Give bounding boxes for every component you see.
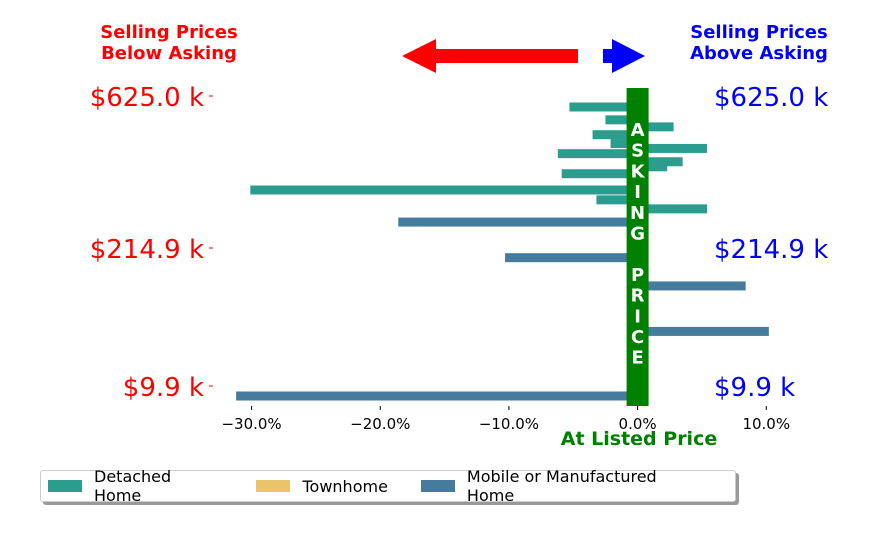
bar-mobile-or-manufactured-home [236, 391, 638, 401]
y-label-right: $214.9 k [714, 235, 828, 265]
asking-price-letter: P [631, 265, 644, 286]
x-tick-label: −20.0% [350, 415, 410, 433]
legend-item: Mobile or Manufactured Home [420, 467, 709, 505]
bar-detached-home [610, 139, 638, 149]
left-arrow-icon [402, 39, 578, 73]
asking-price-letter: A [631, 120, 645, 141]
bars-layer [236, 102, 769, 401]
asking-price-letter: N [630, 203, 645, 224]
legend-label: Mobile or Manufactured Home [466, 467, 657, 505]
x-tick-label: 10.0% [742, 415, 790, 433]
legend-label: Townhome [302, 476, 388, 496]
legend-swatch [48, 480, 82, 492]
bar-detached-home [250, 185, 638, 195]
legend-item: Townhome [256, 476, 388, 496]
x-tick-label: −30.0% [221, 415, 281, 433]
x-tick-label: 0.0% [619, 415, 657, 433]
y-label-right: $625.0 k [714, 83, 828, 113]
bar-detached-home [637, 143, 708, 153]
x-axis: −30.0% −20.0% −10.0% 0.0% 10.0% At Listed Pri… [221, 406, 790, 450]
y-label-left: $9.9 k [123, 373, 204, 403]
asking-price-letter: E [631, 348, 643, 369]
bar-mobile-or-manufactured-home [637, 281, 746, 291]
legend-item: Detached Home [48, 467, 223, 505]
asking-price-letter: S [631, 141, 644, 162]
bar-detached-home [561, 169, 638, 179]
below-asking-label: Selling Prices Below Asking [100, 22, 237, 64]
asking-price-letter: K [631, 161, 646, 182]
asking-price-letter: R [631, 286, 645, 307]
legend-swatch [256, 480, 291, 492]
bar-mobile-or-manufactured-home [637, 326, 769, 336]
header: Selling Prices Below Asking Selling Prices… [100, 22, 828, 73]
bar-detached-home [637, 157, 683, 167]
bar-detached-home [605, 115, 638, 125]
legend-label: Detached Home [94, 467, 172, 505]
bar-detached-home [592, 130, 638, 140]
bar-detached-home [637, 204, 708, 214]
bar-detached-home [569, 102, 638, 112]
asking-price-letter: G [630, 224, 645, 245]
bar-detached-home [596, 195, 638, 205]
y-label-left: $214.9 k [90, 235, 204, 265]
asking-price-letter: I [634, 182, 641, 203]
bar-detached-home [637, 122, 674, 132]
right-arrow-icon [603, 39, 645, 73]
y-label-right: $9.9 k [714, 373, 795, 403]
x-tick-label: −10.0% [479, 415, 539, 433]
bar-detached-home [637, 162, 668, 172]
asking-price-bar [626, 88, 649, 406]
y-label-left: $625.0 k [90, 83, 204, 113]
above-asking-label: Selling Prices Above Asking [690, 22, 828, 64]
asking-price-letter: C [631, 327, 644, 348]
bar-mobile-or-manufactured-home [398, 217, 638, 227]
bar-detached-home [557, 149, 638, 159]
legend: Detached Home Townhome Mobile or Manufactu… [40, 467, 736, 505]
bar-mobile-or-manufactured-home [505, 253, 638, 263]
asking-price-letter: I [634, 306, 641, 327]
at-listed-price-label: At Listed Price [561, 428, 717, 450]
legend-swatch [420, 480, 455, 492]
y-axis-labels: $625.0 k $214.9 k $9.9 k $625.0 k $214.9 k $9… [90, 83, 829, 403]
